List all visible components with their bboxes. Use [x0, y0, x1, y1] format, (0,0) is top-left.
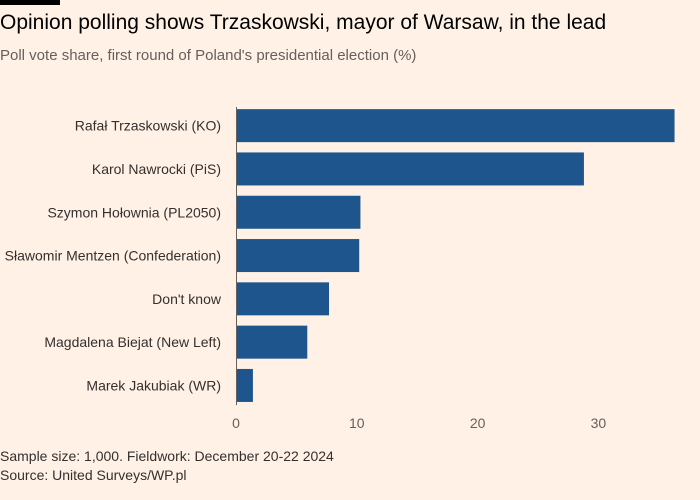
category-label: Szymon Hołownia (PL2050): [47, 204, 221, 220]
bar: [236, 109, 675, 143]
chart-subtitle: Poll vote share, first round of Poland's…: [0, 47, 417, 64]
chart-title: Opinion polling shows Trzaskowski, mayor…: [0, 11, 607, 34]
bar: [236, 239, 360, 273]
bar: [236, 368, 253, 402]
bar: [236, 152, 584, 186]
brand-accent-bar: [0, 0, 60, 5]
category-label: Don't know: [152, 291, 222, 307]
x-tick-label: 10: [349, 415, 365, 431]
bar: [236, 195, 361, 229]
category-label: Rafał Trzaskowski (KO): [75, 118, 221, 134]
bar: [236, 325, 308, 359]
bar-chart: Rafał Trzaskowski (KO) Karol Nawrocki (Pi…: [5, 107, 675, 431]
x-tick-label: 20: [470, 415, 486, 431]
category-label: Magdalena Biejat (New Left): [44, 334, 221, 350]
sample-note: Sample size: 1,000. Fieldwork: December …: [0, 448, 334, 464]
x-tick-label: 0: [232, 415, 240, 431]
bar: [236, 282, 330, 316]
source-note: Source: United Surveys/WP.pl: [0, 467, 187, 483]
category-label: Karol Nawrocki (PiS): [92, 161, 221, 177]
category-label: Marek Jakubiak (WR): [86, 377, 221, 393]
category-label: Sławomir Mentzen (Confederation): [5, 248, 221, 264]
chart-footer: Sample size: 1,000. Fieldwork: December …: [0, 447, 334, 485]
x-tick-label: 30: [591, 415, 607, 431]
